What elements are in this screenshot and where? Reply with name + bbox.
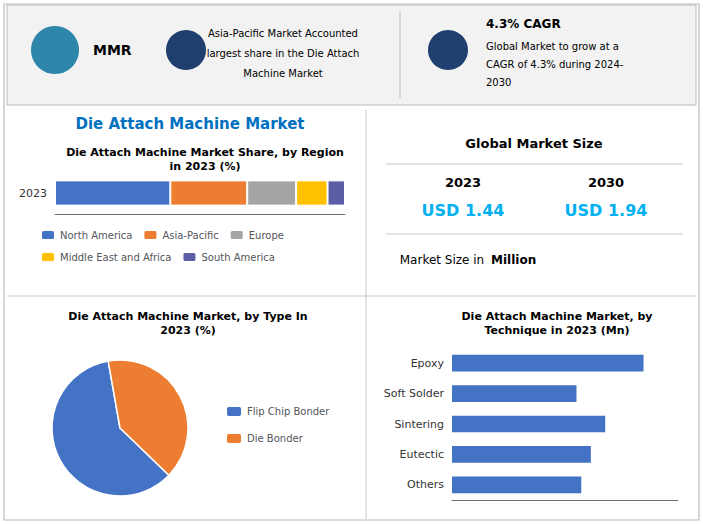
svg-text:Market Size in: Market Size in bbox=[400, 253, 488, 267]
svg-text:Million: Million bbox=[491, 253, 536, 267]
svg-text:Die Bonder: Die Bonder bbox=[247, 433, 304, 444]
svg-text:2030: 2030 bbox=[588, 175, 624, 190]
svg-text:USD 1.44: USD 1.44 bbox=[422, 201, 505, 220]
svg-text:Global Market Size: Global Market Size bbox=[465, 136, 602, 151]
svg-text:USD 1.94: USD 1.94 bbox=[565, 201, 648, 220]
svg-text:Others: Others bbox=[407, 478, 444, 491]
svg-text:Global Market to grow at a: Global Market to grow at a bbox=[486, 41, 619, 52]
svg-text:Europe: Europe bbox=[249, 230, 284, 241]
svg-text:North America: North America bbox=[60, 230, 132, 241]
svg-text:2030: 2030 bbox=[486, 77, 511, 88]
svg-text:2023 (%): 2023 (%) bbox=[160, 324, 216, 337]
svg-text:Die Attach Machine Market Shar: Die Attach Machine Market Share, by Regi… bbox=[66, 146, 344, 159]
svg-text:CAGR of 4.3% during 2024-: CAGR of 4.3% during 2024- bbox=[486, 59, 624, 70]
svg-text:Technique in 2023 (Mn): Technique in 2023 (Mn) bbox=[484, 324, 629, 337]
svg-text:Die Attach Machine Market, by: Die Attach Machine Market, by Type In bbox=[68, 310, 307, 323]
svg-text:Die Attach Machine Market, by: Die Attach Machine Market, by bbox=[461, 310, 652, 323]
svg-text:2023: 2023 bbox=[19, 187, 47, 200]
svg-text:Middle East and Africa: Middle East and Africa bbox=[60, 252, 171, 263]
svg-text:Die Attach Machine Market: Die Attach Machine Market bbox=[75, 115, 304, 133]
svg-text:Epoxy: Epoxy bbox=[411, 357, 445, 370]
svg-text:Soft Solder: Soft Solder bbox=[384, 387, 445, 400]
svg-text:South America: South America bbox=[201, 252, 274, 263]
svg-text:largest share in the Die Attac: largest share in the Die Attach bbox=[207, 48, 360, 59]
svg-text:Asia-Pacific Market Accounted: Asia-Pacific Market Accounted bbox=[208, 28, 358, 39]
svg-text:Eutectic: Eutectic bbox=[400, 448, 444, 461]
svg-text:MMR: MMR bbox=[93, 42, 132, 58]
svg-text:Flip Chip Bonder: Flip Chip Bonder bbox=[247, 406, 330, 417]
svg-text:in 2023 (%): in 2023 (%) bbox=[170, 160, 241, 173]
svg-text:Asia-Pacific: Asia-Pacific bbox=[162, 230, 218, 241]
svg-text:4.3% CAGR: 4.3% CAGR bbox=[486, 17, 561, 31]
svg-text:2023: 2023 bbox=[445, 175, 481, 190]
svg-text:Machine Market: Machine Market bbox=[243, 68, 322, 79]
svg-text:Sintering: Sintering bbox=[394, 418, 444, 431]
